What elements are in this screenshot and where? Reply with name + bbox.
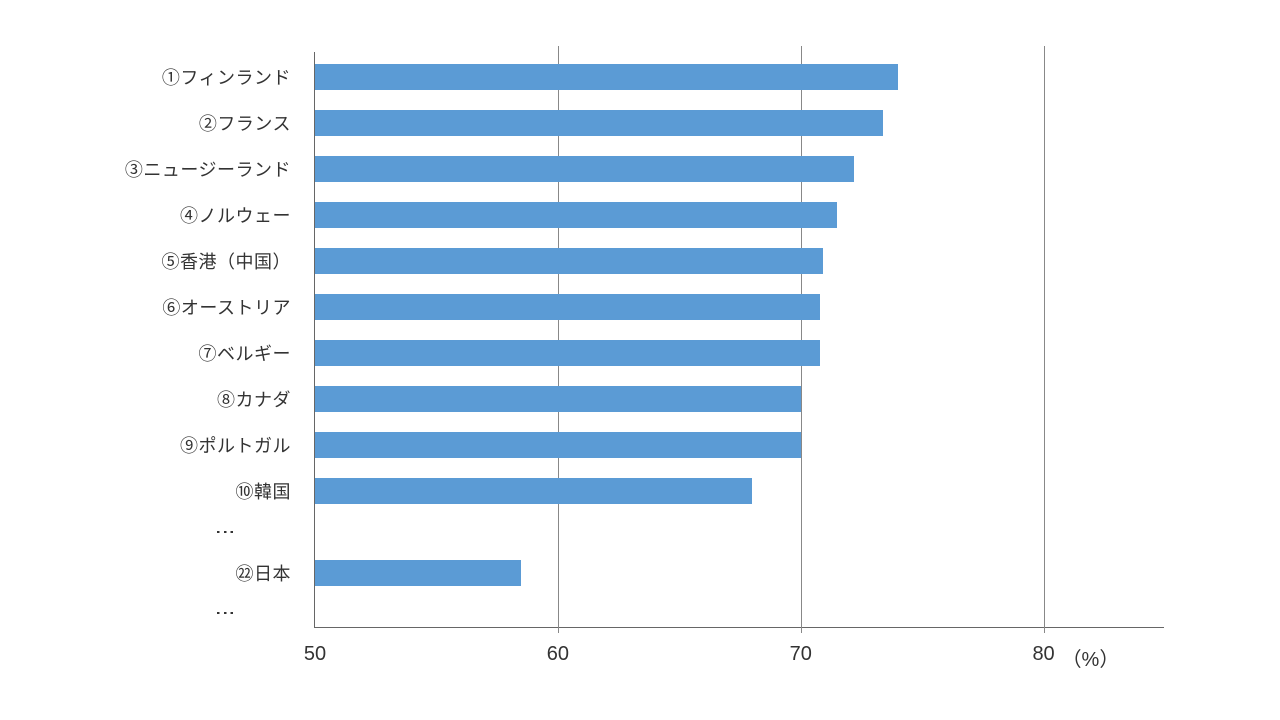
plot-area: 50607080（%）①フィンランド②フランス③ニュージーランド④ノルウェー⑤香… <box>314 52 1164 628</box>
bar <box>315 386 801 412</box>
bar <box>315 156 854 182</box>
bar <box>315 294 820 320</box>
ranking-bar-chart: 50 60 70 80（%） ①フィンランド ②フランス ③ニュージーランド ④ノルウェー ⑤香… <box>0 0 1280 720</box>
category-label: ⑥オーストリア <box>162 294 315 320</box>
ellipsis: ⋮ <box>215 603 315 623</box>
category-label: ⑦ベルギー <box>199 340 316 366</box>
x-tick-label: 80 <box>1032 627 1054 666</box>
category-label: ④ノルウェー <box>180 202 315 228</box>
bar <box>315 432 801 458</box>
gridline <box>1044 46 1045 633</box>
bar <box>315 560 521 586</box>
bar <box>315 248 823 274</box>
category-label: ②フランス <box>199 110 315 136</box>
bar <box>315 110 883 136</box>
x-axis-unit: （%） <box>1062 627 1120 672</box>
category-label: ⑩韓国 <box>236 478 316 504</box>
ellipsis: ⋮ <box>215 522 315 542</box>
bar <box>315 202 837 228</box>
category-label: ⑤香港（中国） <box>162 248 316 274</box>
bar <box>315 64 898 90</box>
category-label: ⑨ポルトガル <box>180 432 315 458</box>
category-label: ③ニュージーランド <box>125 156 315 182</box>
category-label: ①フィンランド <box>162 64 315 90</box>
x-tick-label: 60 <box>547 627 569 666</box>
bar <box>315 340 820 366</box>
category-label: ㉒日本 <box>236 560 316 586</box>
bar <box>315 478 752 504</box>
x-tick-label: 70 <box>790 627 812 666</box>
x-tick-label: 50 <box>304 627 326 666</box>
category-label: ⑧カナダ <box>217 386 315 412</box>
